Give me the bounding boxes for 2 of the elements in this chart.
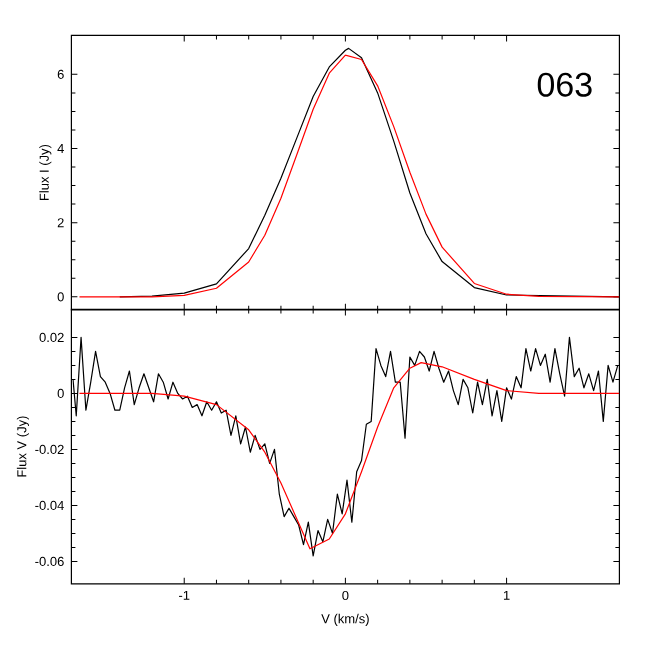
annotation: 063	[537, 72, 592, 97]
line-series	[78, 362, 620, 550]
